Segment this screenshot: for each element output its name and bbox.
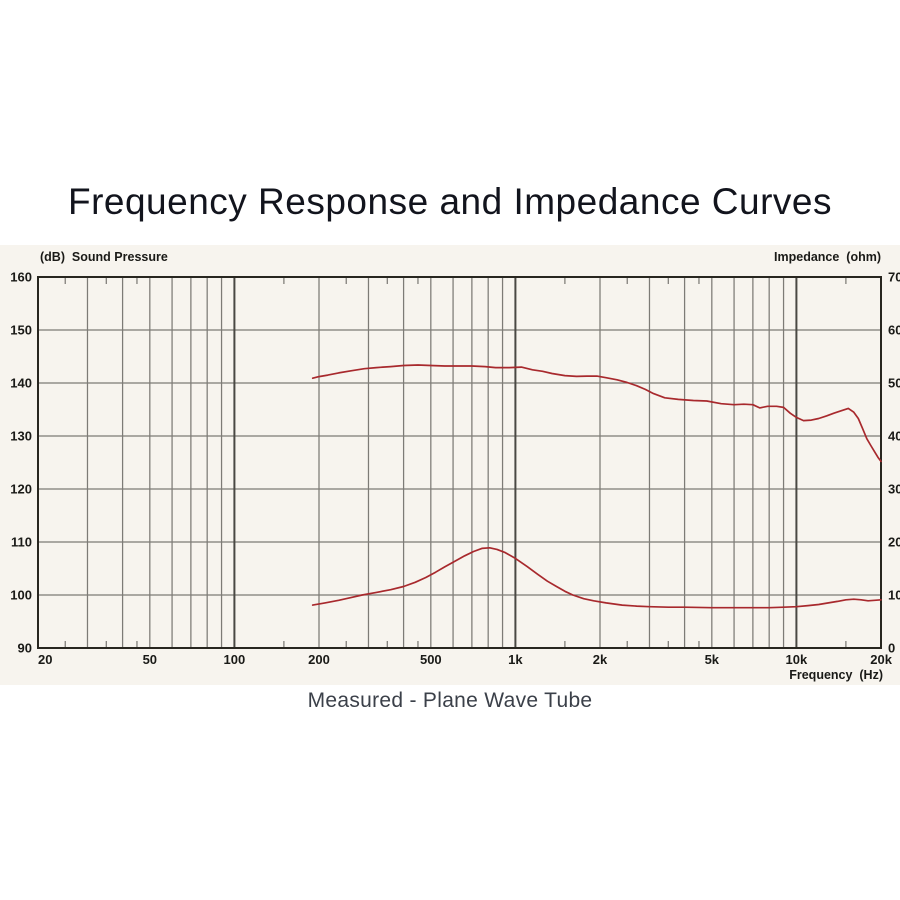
- impedance-curve: [311, 546, 882, 609]
- y-left-tick-label: 160: [10, 270, 32, 285]
- x-tick-label: 1k: [508, 652, 523, 667]
- y-right-tick-label: 30: [888, 482, 900, 497]
- spl-curve: [311, 364, 882, 463]
- x-tick-label: 500: [420, 652, 442, 667]
- y-left-tick-label: 90: [18, 641, 32, 656]
- x-tick-label: 2k: [593, 652, 608, 667]
- y-right-tick-label: 60: [888, 323, 900, 338]
- chart-title: Frequency Response and Impedance Curves: [67, 181, 833, 222]
- y-left-tick-label: 150: [10, 323, 32, 338]
- y-right-tick-label: 50: [888, 376, 900, 391]
- frequency-impedance-chart: 1601501401301201101009070605040302010020…: [10, 250, 900, 682]
- y-left-tick-label: 140: [10, 376, 32, 391]
- x-tick-label: 20k: [870, 652, 892, 667]
- y-right-tick-label: 20: [888, 535, 900, 550]
- chart-panel: 160 150 140 130 120 110 100 90 70 60 50 40 30 20 10 0 20…: [0, 245, 900, 685]
- x-tick-label: 100: [224, 652, 246, 667]
- label-layer: 1601501401301201101009070605040302010020…: [10, 270, 900, 668]
- y-left-tick-label: 110: [11, 535, 32, 550]
- y-right-tick-label: 10: [888, 588, 900, 603]
- y-right-tick-label: 0: [888, 641, 895, 656]
- x-tick-label: 200: [308, 652, 330, 667]
- x-tick-label: 10k: [786, 652, 808, 667]
- y-left-tick-label: 100: [10, 588, 32, 603]
- x-axis-title: Frequency (Hz): [789, 668, 883, 682]
- series-layer: [311, 364, 882, 609]
- x-tick-label: 5k: [705, 652, 720, 667]
- y-left-tick-label: 120: [10, 482, 32, 497]
- y-left-tick-label: 130: [10, 429, 32, 444]
- y-right-tick-label: 70: [888, 270, 900, 285]
- right-axis-title: Impedance (ohm): [774, 250, 881, 264]
- grid-layer: [37, 276, 882, 649]
- y-right-tick-label: 40: [888, 429, 900, 444]
- left-axis-title: (dB) Sound Pressure: [40, 250, 168, 264]
- x-tick-label: 50: [143, 652, 157, 667]
- chart-caption: Measured - Plane Wave Tube: [307, 689, 593, 712]
- x-tick-label: 20: [38, 652, 52, 667]
- plot-border: [37, 276, 882, 649]
